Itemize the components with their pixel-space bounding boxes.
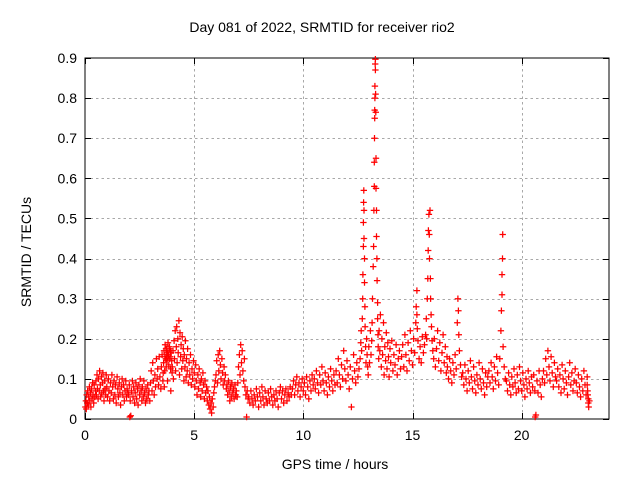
y-tick-label: 0 [69,411,77,427]
y-tick-label: 0.8 [58,90,78,106]
y-tick-label: 0.6 [58,170,78,186]
chart-title: Day 081 of 2022, SRMTID for receiver rio… [189,19,455,35]
y-axis-label: SRMTID / TECUs [18,197,34,307]
y-tick-label: 0.2 [58,331,78,347]
x-axis-label: GPS time / hours [282,456,389,472]
x-tick-label: 10 [296,427,312,443]
plot-border [84,57,610,420]
tick-marks [85,58,609,420]
y-tick-label: 0.4 [58,251,78,267]
tick-labels: 0 5 10 15 20 0 0.1 0.2 0.3 0.4 0.5 0.6 0.7 0.8 0.9 [58,50,530,443]
y-tick-label: 0.9 [58,50,78,66]
series-srmtid [82,56,593,421]
y-tick-label: 0.3 [58,291,78,307]
x-tick-label: 20 [514,427,530,443]
x-tick-label: 0 [81,427,89,443]
data-points [82,56,593,421]
y-tick-label: 0.1 [58,371,78,387]
x-tick-label: 5 [190,427,198,443]
y-tick-label: 0.7 [58,130,78,146]
y-tick-label: 0.5 [58,210,78,226]
grid-lines [85,58,609,419]
x-tick-label: 15 [405,427,421,443]
